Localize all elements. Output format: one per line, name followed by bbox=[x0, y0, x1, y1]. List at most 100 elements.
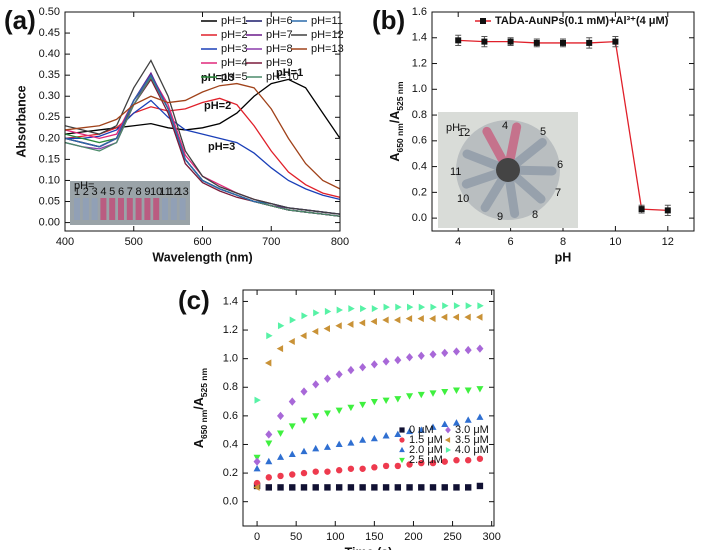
y-axis-label-part: A bbox=[192, 439, 206, 448]
marker bbox=[323, 410, 331, 417]
marker bbox=[383, 303, 390, 311]
marker bbox=[430, 303, 437, 311]
inset-hub bbox=[496, 158, 520, 182]
marker bbox=[429, 315, 436, 323]
inset-label: 7 bbox=[555, 187, 561, 199]
legend-label: 1.5 μM bbox=[409, 434, 443, 446]
marker bbox=[406, 484, 413, 491]
marker bbox=[394, 484, 402, 491]
annotation: pH=1 bbox=[276, 67, 303, 79]
marker bbox=[464, 457, 472, 464]
marker bbox=[453, 302, 461, 310]
marker bbox=[347, 484, 355, 491]
y-axis-label-part: 525 nm bbox=[199, 367, 209, 397]
marker bbox=[359, 436, 367, 443]
inset-label: 7 bbox=[127, 186, 133, 198]
inset-label: 12 bbox=[168, 186, 180, 198]
marker bbox=[382, 397, 390, 404]
marker bbox=[347, 365, 355, 375]
marker bbox=[399, 437, 405, 443]
marker bbox=[360, 305, 367, 313]
marker bbox=[265, 484, 273, 491]
inset-label: 3 bbox=[92, 186, 98, 198]
y-tick-label: 1.2 bbox=[412, 57, 427, 69]
marker bbox=[370, 360, 378, 369]
y-axis-label-part: 650 nm bbox=[395, 123, 405, 153]
marker bbox=[441, 420, 449, 428]
marker bbox=[289, 316, 297, 324]
marker bbox=[289, 484, 296, 491]
marker bbox=[612, 38, 619, 45]
marker bbox=[359, 363, 367, 372]
marker bbox=[371, 305, 379, 313]
marker bbox=[266, 332, 273, 340]
marker bbox=[347, 439, 355, 446]
inset-label: 11 bbox=[450, 166, 461, 178]
x-tick-label: 800 bbox=[331, 236, 349, 248]
y-tick-label: 0.45 bbox=[39, 27, 60, 39]
marker bbox=[324, 307, 332, 315]
marker bbox=[476, 482, 484, 490]
y-tick-label: 0.40 bbox=[39, 48, 60, 60]
marker bbox=[370, 399, 378, 406]
marker bbox=[445, 447, 452, 453]
x-axis-label: pH bbox=[555, 250, 572, 264]
inset-label: 6 bbox=[118, 186, 124, 198]
marker bbox=[359, 484, 366, 491]
marker bbox=[405, 315, 413, 323]
marker bbox=[370, 434, 378, 442]
marker bbox=[444, 437, 451, 443]
marker bbox=[253, 483, 260, 491]
y-tick-label: 0.05 bbox=[39, 195, 60, 207]
inset-label: 8 bbox=[136, 186, 142, 198]
marker bbox=[429, 459, 437, 467]
marker bbox=[371, 484, 378, 491]
annotation: pH=2 bbox=[204, 100, 231, 112]
legend-label: pH=9 bbox=[266, 57, 293, 69]
marker bbox=[301, 312, 308, 320]
y-tick-label: 0.15 bbox=[39, 153, 60, 165]
vial bbox=[82, 198, 89, 220]
inset-label: 9 bbox=[144, 186, 150, 198]
marker bbox=[359, 401, 367, 409]
y-tick-label: 0.20 bbox=[39, 132, 60, 144]
axes-frame bbox=[64, 11, 341, 232]
marker bbox=[417, 315, 424, 323]
plot-area bbox=[455, 34, 671, 217]
inset-label: 10 bbox=[150, 186, 162, 198]
data-line bbox=[65, 97, 340, 198]
marker bbox=[464, 313, 471, 321]
data-line bbox=[65, 82, 340, 190]
marker bbox=[312, 444, 320, 452]
vial bbox=[153, 198, 160, 220]
vial bbox=[144, 198, 151, 220]
marker bbox=[393, 316, 401, 324]
marker bbox=[440, 313, 448, 321]
inset-label: 5 bbox=[109, 186, 115, 198]
x-tick-label: 600 bbox=[193, 236, 211, 248]
y-tick-label: 0.0 bbox=[223, 496, 238, 508]
vial bbox=[162, 198, 168, 220]
annotation: pH=3 bbox=[208, 141, 235, 153]
vial bbox=[135, 198, 142, 220]
legend-label: pH=12 bbox=[311, 29, 344, 41]
marker bbox=[253, 457, 261, 466]
y-axis-label-part: 650 nm bbox=[199, 409, 209, 439]
x-tick-label: 6 bbox=[508, 236, 514, 248]
marker bbox=[335, 322, 342, 330]
y-tick-label: 0.6 bbox=[412, 135, 427, 147]
marker bbox=[394, 355, 402, 365]
marker bbox=[453, 457, 460, 464]
marker bbox=[265, 430, 273, 439]
marker bbox=[464, 484, 472, 491]
x-tick-label: 400 bbox=[56, 236, 74, 248]
marker bbox=[288, 397, 296, 406]
marker bbox=[288, 450, 296, 458]
marker bbox=[382, 462, 390, 470]
marker bbox=[277, 430, 285, 437]
marker bbox=[382, 432, 390, 439]
marker bbox=[323, 325, 331, 333]
marker bbox=[300, 447, 308, 455]
x-tick-label: 500 bbox=[125, 236, 143, 248]
